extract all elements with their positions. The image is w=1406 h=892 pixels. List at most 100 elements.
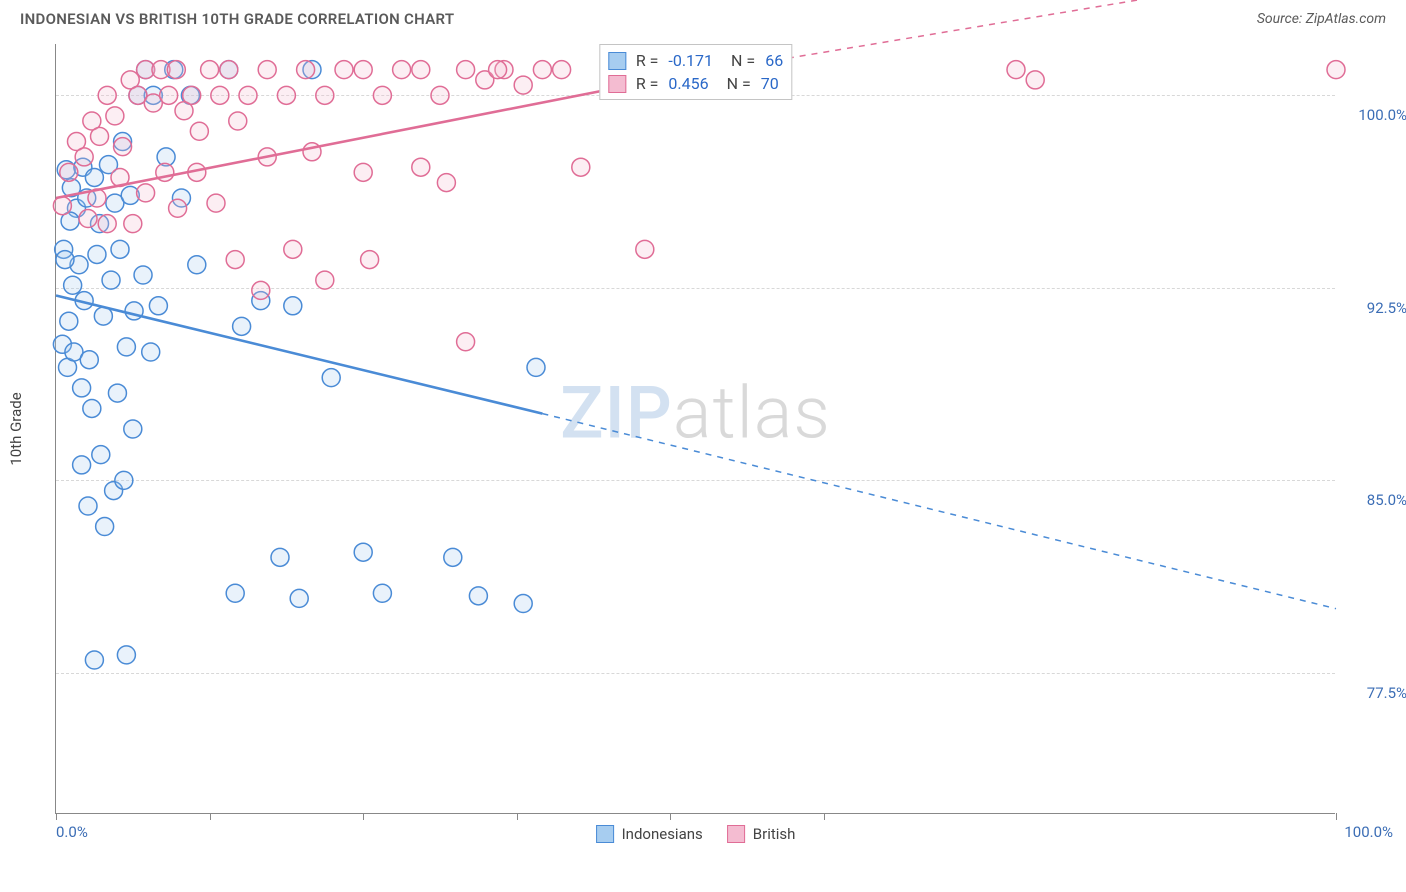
chart-title: INDONESIAN VS BRITISH 10TH GRADE CORRELA… xyxy=(20,10,454,28)
x-tick xyxy=(517,813,518,820)
scatter-point xyxy=(284,297,302,315)
legend-label: British xyxy=(753,825,796,843)
scatter-point xyxy=(431,86,449,104)
scatter-point xyxy=(229,112,247,130)
scatter-point xyxy=(412,158,430,176)
scatter-point xyxy=(137,184,155,202)
scatter-point xyxy=(533,61,551,79)
scatter-point xyxy=(1026,71,1044,89)
scatter-point xyxy=(207,194,225,212)
scatter-point xyxy=(79,210,97,228)
scatter-point xyxy=(514,595,532,613)
scatter-point xyxy=(258,61,276,79)
scatter-point xyxy=(142,343,160,361)
scatter-point xyxy=(226,251,244,269)
scatter-point xyxy=(117,338,135,356)
scatter-point xyxy=(106,107,124,125)
scatter-point xyxy=(73,456,91,474)
y-tick-label: 100.0% xyxy=(1358,106,1406,124)
scatter-point xyxy=(188,256,206,274)
scatter-point xyxy=(226,584,244,602)
x-tick xyxy=(210,813,211,820)
plot-area: 10th Grade 77.5%85.0%92.5%100.0% ZIPatla… xyxy=(55,44,1335,814)
scatter-plot-svg xyxy=(56,44,1335,813)
stats-row: R =0.456N =70 xyxy=(608,72,783,95)
legend-item: Indonesians xyxy=(596,825,703,843)
stat-n-value: 70 xyxy=(761,74,779,93)
source-label: Source: ZipAtlas.com xyxy=(1257,11,1386,27)
scatter-point xyxy=(98,86,116,104)
legend-swatch xyxy=(596,825,614,843)
y-axis-label: 10th Grade xyxy=(7,392,25,465)
scatter-point xyxy=(85,651,103,669)
scatter-point xyxy=(75,148,93,166)
scatter-point xyxy=(354,543,372,561)
y-tick-label: 92.5% xyxy=(1367,299,1406,317)
x-axis-max-label: 100.0% xyxy=(1344,823,1393,841)
scatter-point xyxy=(354,163,372,181)
x-tick xyxy=(670,813,671,820)
stat-r-label: R = xyxy=(636,74,659,93)
scatter-point xyxy=(64,276,82,294)
scatter-point xyxy=(111,240,129,258)
scatter-point xyxy=(183,86,201,104)
x-axis-min-label: 0.0% xyxy=(56,823,88,841)
scatter-point xyxy=(527,358,545,376)
scatter-point xyxy=(56,251,74,269)
scatter-point xyxy=(469,587,487,605)
scatter-point xyxy=(412,61,430,79)
scatter-point xyxy=(316,86,334,104)
scatter-point xyxy=(444,548,462,566)
stats-legend-box: R =-0.171N =66R =0.456N =70 xyxy=(599,44,792,100)
scatter-point xyxy=(1327,61,1345,79)
scatter-point xyxy=(457,333,475,351)
legend-label: Indonesians xyxy=(622,825,703,843)
legend-item: British xyxy=(727,825,796,843)
stat-n-label: N = xyxy=(727,74,751,93)
legend-swatch xyxy=(727,825,745,843)
scatter-point xyxy=(220,61,238,79)
scatter-point xyxy=(297,61,315,79)
x-tick xyxy=(56,813,57,820)
scatter-point xyxy=(124,420,142,438)
scatter-point xyxy=(79,497,97,515)
chart-wrapper: 10th Grade 77.5%85.0%92.5%100.0% ZIPatla… xyxy=(0,34,1406,854)
scatter-point xyxy=(437,174,455,192)
scatter-point xyxy=(115,471,133,489)
scatter-point xyxy=(233,317,251,335)
scatter-point xyxy=(60,312,78,330)
scatter-point xyxy=(1007,61,1025,79)
scatter-point xyxy=(102,271,120,289)
trendline-dashed xyxy=(542,414,1336,609)
scatter-point xyxy=(572,158,590,176)
scatter-point xyxy=(335,61,353,79)
scatter-point xyxy=(373,86,391,104)
stat-n-value: 66 xyxy=(765,51,783,70)
scatter-point xyxy=(290,589,308,607)
scatter-point xyxy=(88,245,106,263)
scatter-point xyxy=(134,266,152,284)
scatter-point xyxy=(277,86,295,104)
scatter-point xyxy=(393,61,411,79)
scatter-point xyxy=(201,61,219,79)
stats-row: R =-0.171N =66 xyxy=(608,49,783,72)
scatter-point xyxy=(91,127,109,145)
scatter-point xyxy=(239,86,257,104)
scatter-point xyxy=(98,215,116,233)
legend-swatch xyxy=(608,75,626,93)
scatter-point xyxy=(108,384,126,402)
scatter-point xyxy=(85,168,103,186)
stat-r-label: R = xyxy=(636,51,659,70)
scatter-point xyxy=(149,297,167,315)
scatter-point xyxy=(92,446,110,464)
scatter-point xyxy=(190,122,208,140)
scatter-point xyxy=(80,351,98,369)
scatter-point xyxy=(160,86,178,104)
scatter-point xyxy=(114,138,132,156)
legend-swatch xyxy=(608,52,626,70)
scatter-point xyxy=(284,240,302,258)
scatter-point xyxy=(83,399,101,417)
scatter-point xyxy=(169,199,187,217)
scatter-point xyxy=(53,197,71,215)
scatter-point xyxy=(373,584,391,602)
